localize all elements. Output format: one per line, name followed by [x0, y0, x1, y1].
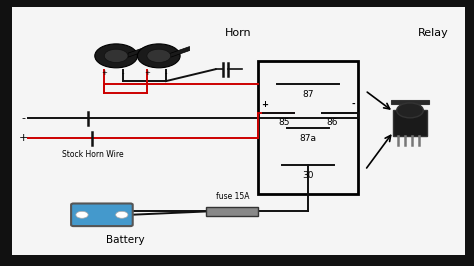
Text: +: +: [261, 100, 268, 109]
Circle shape: [147, 49, 171, 63]
Circle shape: [76, 211, 88, 218]
Bar: [258, 61, 358, 194]
Circle shape: [95, 44, 137, 68]
Text: -: -: [122, 70, 125, 77]
Text: Horn: Horn: [225, 28, 252, 38]
Circle shape: [137, 44, 180, 68]
Text: 85: 85: [279, 118, 290, 127]
Text: 30: 30: [302, 171, 314, 180]
Bar: [391, 100, 429, 104]
Text: -: -: [164, 70, 167, 77]
Bar: [206, 207, 258, 216]
Circle shape: [116, 211, 128, 218]
Text: Battery: Battery: [106, 235, 145, 246]
Bar: [393, 110, 427, 136]
Text: -: -: [352, 100, 356, 109]
Text: Stock Horn Wire: Stock Horn Wire: [62, 150, 123, 159]
Text: +: +: [144, 70, 150, 77]
Circle shape: [104, 49, 128, 63]
Text: -: -: [22, 113, 26, 123]
Text: +: +: [101, 70, 107, 77]
Polygon shape: [128, 47, 147, 57]
Text: 87a: 87a: [300, 134, 317, 143]
Polygon shape: [171, 47, 190, 57]
Text: 87: 87: [302, 90, 314, 99]
Text: 86: 86: [326, 118, 337, 127]
Text: Relay: Relay: [419, 28, 449, 38]
FancyBboxPatch shape: [71, 203, 133, 226]
Text: +: +: [19, 133, 28, 143]
Circle shape: [397, 103, 423, 118]
Text: fuse 15A: fuse 15A: [216, 192, 249, 201]
